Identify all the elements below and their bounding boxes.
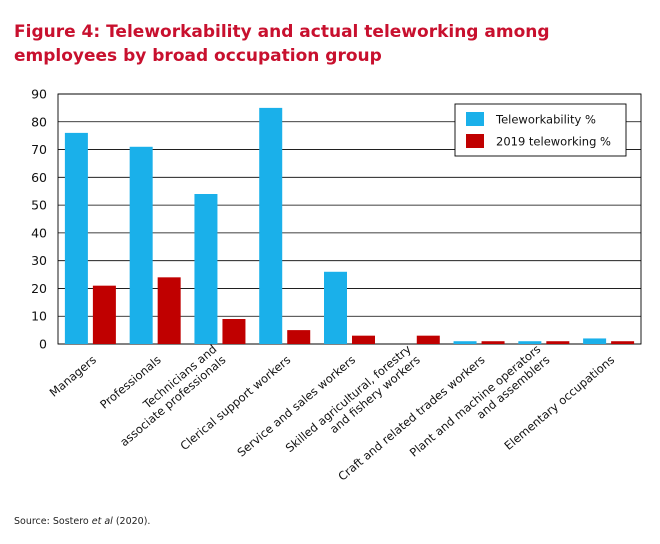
y-tick-label: 20 xyxy=(31,281,47,296)
bar-teleworking-2019-5 xyxy=(416,335,440,344)
bars xyxy=(64,107,635,344)
y-tick-label: 70 xyxy=(31,142,47,157)
legend: Teleworkability % 2019 teleworking % xyxy=(454,103,627,157)
x-tick-label: Technicians andassociate professionals xyxy=(108,342,228,449)
y-axis-ticks: 0 10 20 30 40 50 60 70 80 90 xyxy=(31,87,47,352)
figure-title: Figure 4: Teleworkability and actual tel… xyxy=(14,22,550,66)
bar-teleworkability-4 xyxy=(324,271,347,344)
y-tick-label: 0 xyxy=(39,337,47,352)
plot-frame xyxy=(57,93,642,345)
bar-teleworking-2019-2 xyxy=(222,319,246,344)
y-tick-label: 10 xyxy=(31,309,47,324)
y-tick-label: 60 xyxy=(31,170,47,185)
bar-teleworking-2019-4 xyxy=(352,335,375,344)
bar-teleworking-2019-3 xyxy=(287,330,311,344)
bar-teleworkability-0 xyxy=(64,132,88,344)
legend-label: 2019 teleworking % xyxy=(496,135,611,149)
legend-label: Teleworkability % xyxy=(495,113,596,127)
bar-teleworking-2019-7 xyxy=(546,341,570,344)
bar-teleworkability-8 xyxy=(583,338,607,344)
bar-teleworkability-7 xyxy=(518,341,542,344)
bar-teleworking-2019-0 xyxy=(92,285,116,344)
legend-swatch xyxy=(466,134,484,148)
y-tick-label: 40 xyxy=(31,225,47,240)
legend-swatch xyxy=(466,112,484,126)
x-tick-label: Managers xyxy=(47,353,99,400)
bar-teleworking-2019-8 xyxy=(611,341,635,344)
bar-teleworkability-3 xyxy=(259,107,283,344)
y-tick-label: 30 xyxy=(31,253,47,268)
y-tick-label: 90 xyxy=(31,87,47,102)
bar-teleworkability-6 xyxy=(453,341,477,344)
bar-teleworking-2019-1 xyxy=(157,277,181,344)
bar-teleworkability-1 xyxy=(129,146,153,344)
bar-teleworking-2019-6 xyxy=(481,341,505,344)
source-note: Source: Sostero et al (2020). xyxy=(14,516,151,527)
bar-teleworkability-2 xyxy=(194,194,218,344)
y-tick-label: 80 xyxy=(31,114,47,129)
y-tick-label: 50 xyxy=(31,198,47,213)
